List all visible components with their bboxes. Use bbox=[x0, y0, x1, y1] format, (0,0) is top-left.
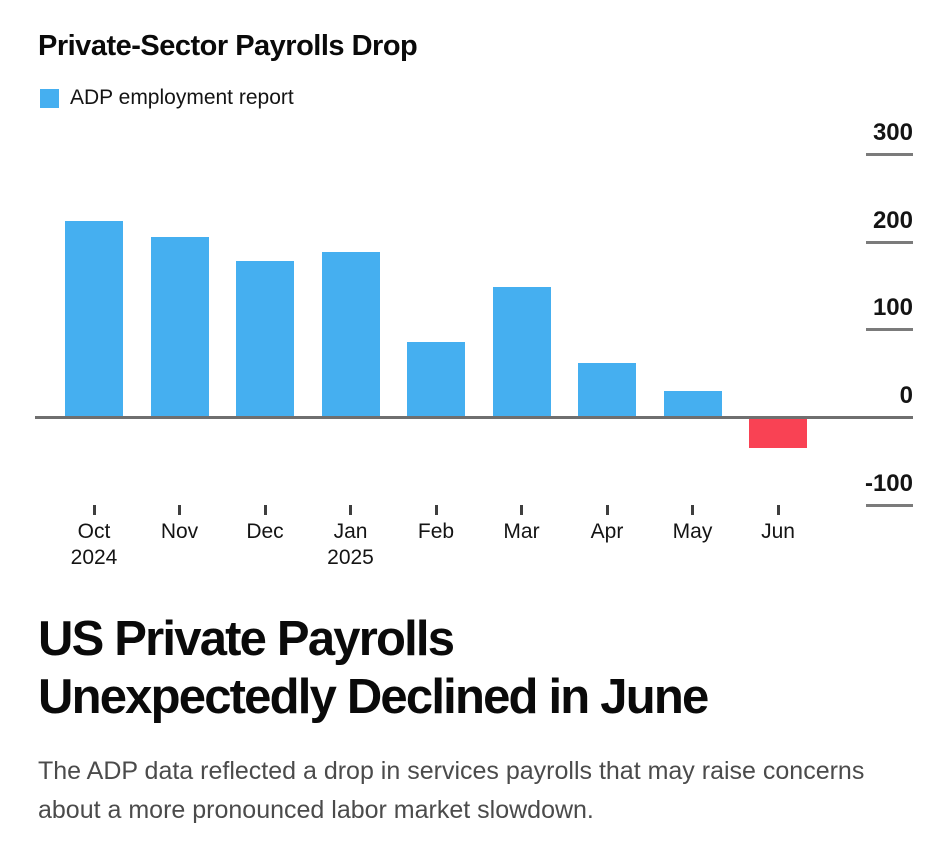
x-axis-label-nov: Nov bbox=[160, 520, 199, 543]
x-axis-tick bbox=[520, 505, 523, 515]
x-axis-label-dec: Dec bbox=[246, 520, 284, 543]
x-axis-tick bbox=[434, 505, 438, 515]
y-axis-tick bbox=[866, 240, 913, 244]
y-axis-label: 100 bbox=[872, 294, 913, 322]
x-axis-label-may: May bbox=[672, 520, 713, 543]
x-axis-tick bbox=[92, 505, 96, 515]
x-axis-tick bbox=[776, 505, 780, 515]
x-axis-tick bbox=[263, 505, 267, 515]
y-axis-tick bbox=[866, 152, 913, 156]
subhead-text: The ADP data reflected a drop in service… bbox=[38, 757, 865, 824]
chart-legend: ADP employment report bbox=[40, 86, 294, 109]
chart-title: Private-Sector Payrolls Drop bbox=[38, 30, 418, 62]
x-axis-label-oct: Oct bbox=[77, 520, 111, 543]
x-axis-year-label: 2025 bbox=[327, 546, 374, 569]
bar-oct bbox=[65, 221, 123, 416]
bar-feb bbox=[407, 342, 465, 416]
headline-line-2: Unexpectedly Declined in June bbox=[38, 670, 709, 724]
bar-jun bbox=[749, 419, 807, 448]
x-axis-tick bbox=[691, 505, 694, 515]
x-axis-label-jan: Jan bbox=[333, 520, 368, 543]
x-axis-tick bbox=[349, 505, 352, 515]
x-axis-tick bbox=[605, 505, 609, 515]
legend-swatch-icon bbox=[40, 88, 59, 108]
x-axis-label-feb: Feb bbox=[417, 520, 455, 543]
x-axis-year-label: 2024 bbox=[70, 546, 118, 569]
bar-jan bbox=[321, 251, 380, 416]
bar-mar bbox=[492, 287, 551, 416]
x-axis-label-jun: Jun bbox=[761, 520, 795, 543]
bar-dec bbox=[236, 260, 294, 416]
headline-line-1: US Private Payrolls bbox=[38, 612, 455, 666]
y-axis-tick bbox=[866, 503, 913, 507]
bar-apr bbox=[578, 363, 636, 416]
bar-may bbox=[663, 390, 722, 416]
y-axis-label: 200 bbox=[872, 206, 913, 234]
bar-nov bbox=[150, 236, 209, 416]
zero-axis-line bbox=[35, 416, 913, 419]
legend-label: ADP employment report bbox=[70, 86, 294, 109]
y-axis-label: -100 bbox=[864, 469, 913, 497]
y-axis-tick bbox=[866, 328, 913, 332]
x-axis-label-mar: Mar bbox=[503, 520, 540, 543]
headline: US Private Payrolls Unexpectedly Decline… bbox=[38, 610, 709, 726]
bar-chart-plot: 300 200 100 0 -100 Oct 2024 Nov Dec Jan 2025 Feb Mar… bbox=[35, 115, 913, 580]
x-axis-tick bbox=[178, 505, 181, 515]
y-axis-label: 0 bbox=[899, 382, 913, 409]
y-axis-label: 300 bbox=[872, 118, 913, 146]
x-axis-label-apr: Apr bbox=[590, 520, 624, 543]
